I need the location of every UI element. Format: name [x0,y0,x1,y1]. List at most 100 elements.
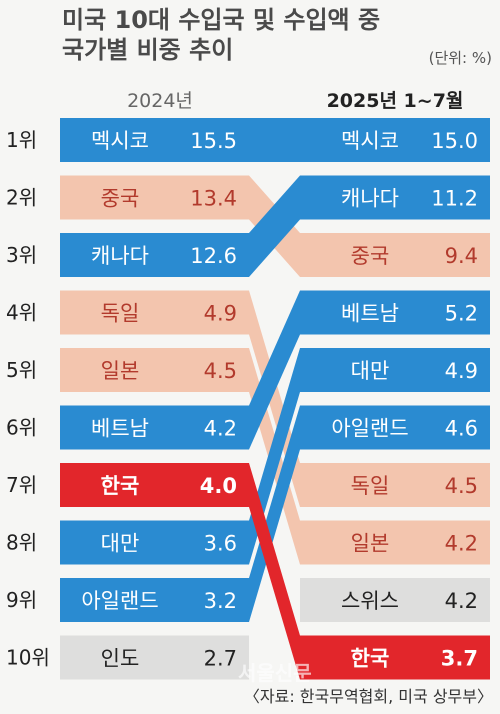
country-name: 한국 [101,474,140,498]
share-value: 12.6 [190,244,237,268]
country-name: 멕시코 [341,129,399,153]
country-box: 스위스 4.2 [300,578,490,622]
country-box: 인도 2.7 [60,635,249,680]
country-box-bg [60,175,249,220]
country-box: 멕시코 15.5 [60,118,249,162]
share-value: 4.5 [204,359,237,383]
period-label-right: 2025년 1~7월 [327,90,464,112]
country-box-bg [60,463,249,507]
country-box-bg [300,463,490,507]
country-box-bg [60,233,249,277]
country-box: 아일랜드 4.6 [300,405,490,450]
country-box: 대만 4.9 [300,348,490,392]
rank-label: 9위 [6,588,37,612]
flow-band-blue [249,175,300,277]
rank-label: 6위 [6,416,37,440]
country-name: 아일랜드 [81,589,158,613]
rank-labels: 1위 2위 3위 4위 5위 6위 7위 8위 9위 10위 [6,128,50,670]
country-box-bg [300,520,490,565]
country-name: 중국 [101,187,140,211]
share-value: 3.2 [204,589,237,613]
country-name: 일본 [351,532,390,556]
share-value: 4.9 [445,359,478,383]
share-value: 3.7 [441,647,478,671]
share-value: 3.6 [204,532,237,556]
flow-band-red [249,463,300,680]
country-box: 베트남 4.2 [60,405,249,450]
country-box: 독일 4.9 [60,290,249,335]
country-box: 베트남 5.2 [300,290,490,335]
country-name: 독일 [101,302,140,326]
source-note: 〈자료: 한국무역협회, 미국 상무부〉 [244,687,493,706]
country-boxes: 멕시코 15.5 중국 13.4 캐나다 12.6 독일 4.9 일본 4.5 베트남 4.2 한국 4.… [60,118,490,680]
share-value: 4.2 [445,589,478,613]
country-box: 대만 3.6 [60,520,249,565]
country-name: 대만 [101,532,140,556]
country-box: 독일 4.5 [300,463,490,507]
share-value: 15.5 [190,129,237,153]
rank-label: 3위 [6,243,37,267]
rank-label: 5위 [6,358,37,382]
share-value: 4.5 [445,474,478,498]
country-box-bg [300,175,490,220]
country-name: 베트남 [91,417,149,441]
share-value: 4.9 [204,302,237,326]
rank-label: 7위 [6,473,37,497]
country-box-bg [300,635,490,680]
country-box-bg [60,118,249,162]
country-name: 베트남 [341,302,399,326]
share-value: 4.2 [204,417,237,441]
rank-label: 8위 [6,531,37,555]
share-value: 4.0 [200,474,237,498]
country-box-bg [60,635,249,680]
share-value: 4.2 [445,532,478,556]
country-box: 일본 4.5 [60,348,249,392]
flow-band-blue [249,118,300,162]
country-box: 아일랜드 3.2 [60,578,249,622]
country-box-bg [60,405,249,450]
country-name: 멕시코 [91,129,149,153]
chart-title-line1: 미국 10대 수입국 및 수입액 중 [62,6,380,34]
unit-label: (단위: %) [429,49,492,67]
country-box: 한국 4.0 [60,463,249,507]
country-box-bg [300,118,490,162]
share-value: 4.6 [445,417,478,441]
country-box: 중국 13.4 [60,175,249,220]
rank-label: 2위 [6,186,37,210]
share-value: 11.2 [431,187,478,211]
country-box: 캐나다 11.2 [300,175,490,220]
flow-band-blue [249,405,300,622]
period-label-left: 2024년 [127,90,193,112]
country-name: 한국 [351,647,390,671]
country-box-bg [60,348,249,392]
country-box: 중국 9.4 [300,233,490,277]
rank-label: 1위 [6,128,37,152]
flow-band-blue [249,290,300,450]
country-box-bg [60,290,249,335]
country-name: 캐나다 [91,244,149,268]
country-box: 일본 4.2 [300,520,490,565]
country-box-bg [300,348,490,392]
country-name: 캐나다 [341,187,399,211]
share-value: 13.4 [190,187,237,211]
country-name: 대만 [351,359,390,383]
country-box-bg [300,578,490,622]
chart-title-line2: 국가별 비중 추이 [62,36,233,64]
country-box-bg [300,290,490,335]
country-name: 인도 [101,647,140,671]
country-name: 독일 [351,474,390,498]
country-box: 한국 3.7 [300,635,490,680]
country-box-bg [300,405,490,450]
rank-label: 4위 [6,301,37,325]
share-value: 2.7 [204,647,237,671]
country-box-bg [60,578,249,622]
share-value: 15.0 [431,129,478,153]
country-box: 멕시코 15.0 [300,118,490,162]
watermark: 서울신문 [238,661,312,685]
country-box-bg [300,233,490,277]
rank-label: 10위 [6,646,50,670]
country-name: 스위스 [341,589,399,613]
rank-flow-bands [249,118,300,680]
country-name: 중국 [351,244,390,268]
